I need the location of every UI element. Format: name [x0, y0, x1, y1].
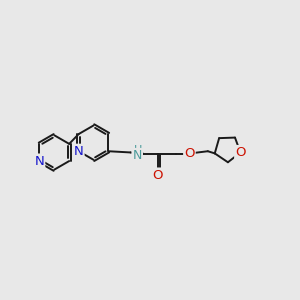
Text: H: H	[134, 145, 142, 154]
Text: O: O	[235, 146, 246, 159]
Text: O: O	[184, 147, 195, 160]
Text: N: N	[133, 149, 142, 162]
Text: N: N	[74, 145, 84, 158]
Text: O: O	[152, 169, 163, 182]
Text: N: N	[34, 154, 44, 167]
